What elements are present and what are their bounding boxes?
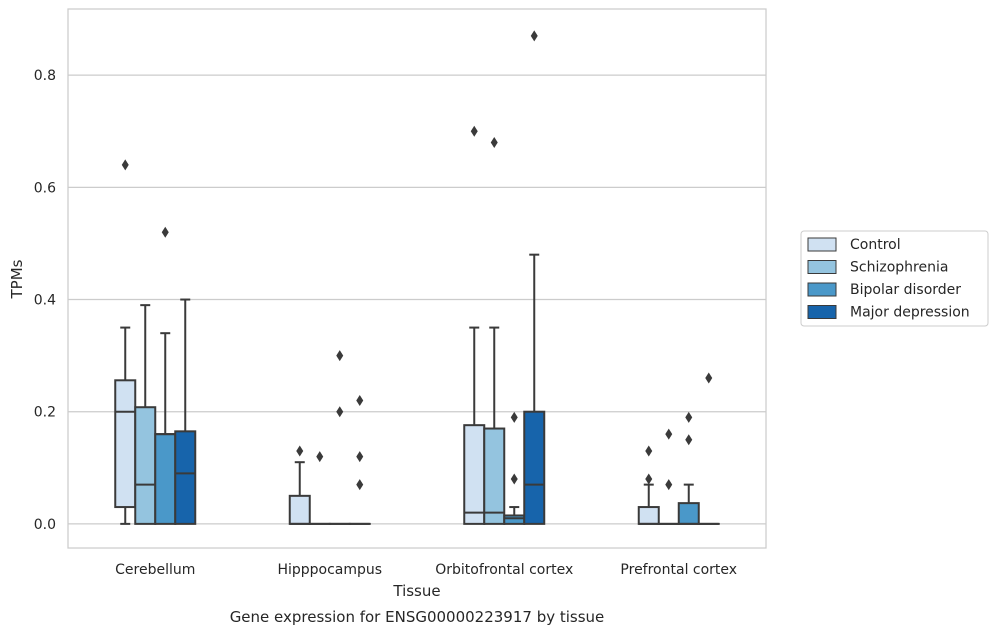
y-tick-label: 0.4 xyxy=(34,293,56,309)
box xyxy=(637,506,660,525)
box-major-depression xyxy=(697,372,720,525)
box-control xyxy=(114,159,137,525)
box-schizophrenia xyxy=(483,136,506,525)
legend-swatch xyxy=(807,282,837,297)
x-tick-label: Hipppocampus xyxy=(277,562,382,578)
outlier-point xyxy=(510,473,518,485)
outlier-point xyxy=(356,451,364,463)
box xyxy=(523,410,546,525)
outlier-point xyxy=(645,473,653,485)
y-tick-label: 0.8 xyxy=(34,68,56,84)
outlier-point xyxy=(316,451,324,463)
y-tick-label: 0.0 xyxy=(34,517,56,533)
box-major-depression xyxy=(174,298,197,525)
box-control xyxy=(637,445,660,525)
box xyxy=(483,427,506,525)
figure-caption: Gene expression for ENSG00000223917 by t… xyxy=(230,608,605,626)
box-control xyxy=(463,125,486,525)
box-major-depression xyxy=(523,30,546,525)
outlier-point xyxy=(665,479,673,491)
legend-label: Schizophrenia xyxy=(850,260,948,276)
box xyxy=(154,433,177,525)
outlier-point xyxy=(470,125,478,137)
outlier-point xyxy=(705,372,713,384)
outlier-point xyxy=(490,136,498,148)
box-bipolar-disorder xyxy=(328,350,351,525)
outlier-point xyxy=(645,445,653,457)
box xyxy=(174,430,197,525)
x-axis-label: Tissue xyxy=(392,582,440,600)
y-ticks: 0.0 0.2 0.4 0.6 0.8 xyxy=(34,68,56,533)
legend-label: Major depression xyxy=(850,305,970,321)
outlier-point xyxy=(336,406,344,418)
outlier-point xyxy=(296,445,304,457)
box xyxy=(288,494,311,525)
legend-swatch xyxy=(807,260,837,274)
y-tick-label: 0.2 xyxy=(34,405,56,421)
box xyxy=(114,379,137,509)
legend-label: Bipolar disorder xyxy=(850,282,961,298)
legend-label: Control xyxy=(850,237,901,253)
outlier-point xyxy=(336,350,344,362)
box-schizophrenia xyxy=(134,304,157,525)
legend: Control Schizophrenia Bipolar disorder Majo… xyxy=(800,230,989,327)
box-bipolar-disorder xyxy=(154,226,177,525)
box-bipolar-disorder xyxy=(677,411,700,525)
outlier-point xyxy=(530,30,538,42)
box xyxy=(503,514,526,525)
legend-frame xyxy=(800,230,989,327)
box-schizophrenia xyxy=(308,451,331,525)
outlier-point xyxy=(510,411,518,423)
x-tick-label: Orbitofrontal cortex xyxy=(435,562,573,578)
outlier-point xyxy=(685,411,693,423)
x-ticks: Cerebellum Hipppocampus Orbitofrontal cort… xyxy=(115,562,737,578)
box xyxy=(463,424,486,525)
box xyxy=(677,502,700,525)
plot-area xyxy=(67,8,767,549)
y-tick-label: 0.6 xyxy=(34,180,56,196)
x-tick-label: Prefrontal cortex xyxy=(620,562,737,578)
outlier-point xyxy=(356,479,364,491)
outlier-point xyxy=(356,394,364,406)
x-tick-label: Cerebellum xyxy=(115,562,195,578)
box-bipolar-disorder xyxy=(503,411,526,525)
outlier-point xyxy=(685,434,693,446)
legend-swatch xyxy=(807,237,837,252)
box xyxy=(134,406,157,525)
outlier-point xyxy=(161,226,169,238)
box-control xyxy=(288,445,311,525)
box-major-depression xyxy=(348,394,371,525)
box-schizophrenia xyxy=(657,428,680,525)
boxes-group xyxy=(114,30,720,525)
outlier-point xyxy=(665,428,673,440)
y-axis-label: TPMs xyxy=(8,259,26,299)
outlier-point xyxy=(121,159,129,171)
legend-swatch xyxy=(807,305,837,319)
